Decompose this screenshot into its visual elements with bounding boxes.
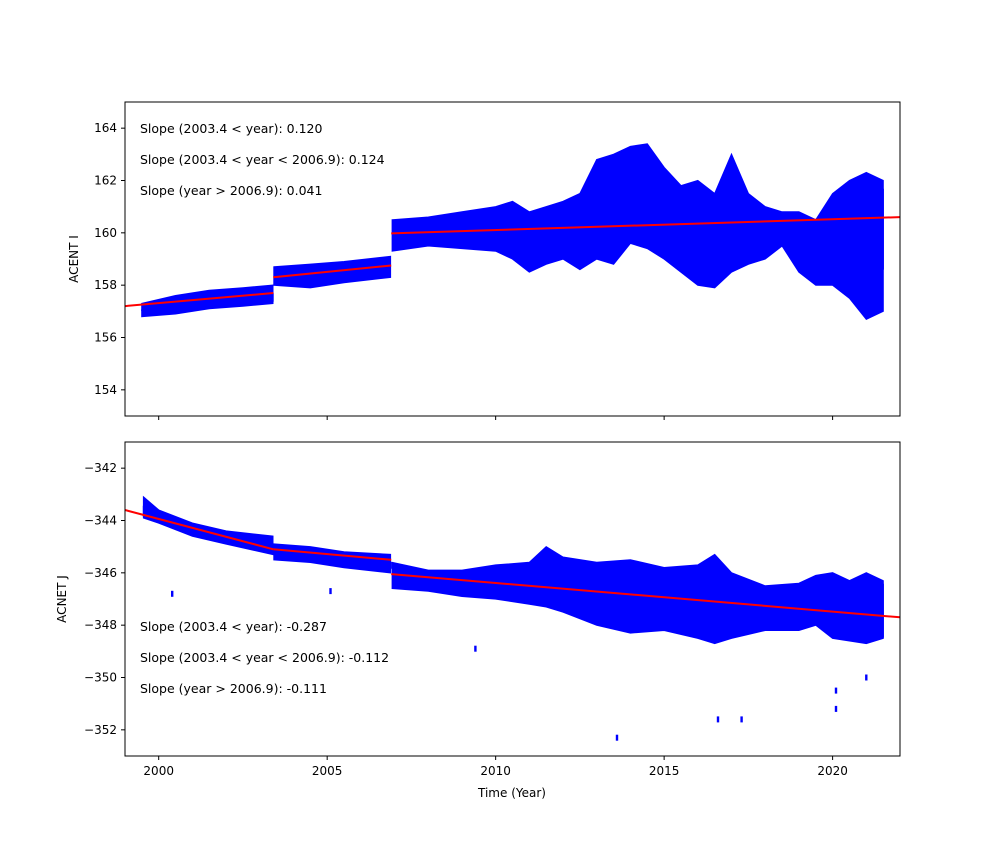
top-panel-y-tick-label-5: 164 (94, 121, 117, 135)
top-panel-y-tick-label-0: 154 (94, 383, 117, 397)
bottom-panel-x-tick-label-1: 2005 (312, 764, 343, 778)
bottom-panel-outlier-0 (171, 590, 174, 597)
top-panel-annotation-3: Slope (year > 2006.9): 0.041 (140, 183, 322, 198)
bottom-panel-y-tick-label-5: −342 (84, 461, 117, 475)
bottom-panel-y-tick-label-4: −344 (84, 514, 117, 528)
bottom-panel-frame (124, 441, 901, 757)
bottom-panel-fit-line-2 (391, 573, 900, 619)
bottom-panel-x-axis-label: Time (Year) (477, 786, 546, 800)
bottom-panel-y-tick-label-1: −350 (84, 671, 117, 685)
bottom-panel-x-tick-label-0: 2000 (143, 764, 174, 778)
top-panel-y-tick-label-4: 162 (94, 174, 117, 188)
top-panel-y-tick-label-1: 156 (94, 331, 117, 345)
bottom-panel-y-tick-label-3: −346 (84, 566, 117, 580)
bottom-panel-y-tick-label-0: −352 (84, 723, 117, 737)
top-panel-y-axis-label: ACENT I (67, 235, 81, 283)
bottom-panel-outlier-3 (615, 734, 619, 741)
bottom-panel-ticks: 2000 2005 2010 2015 2020 −352 −350 −348 −346 −344… (84, 461, 848, 778)
bottom-panel-x-tick-label-3: 2015 (649, 764, 680, 778)
bottom-panel-outlier-5 (740, 716, 743, 723)
top-panel-y-tick-label-2: 158 (94, 278, 117, 292)
bottom-panel-outlier-6 (834, 687, 838, 694)
bottom-panel-annotation-3: Slope (year > 2006.9): -0.111 (140, 681, 327, 696)
bottom-panel-annotation-1: Slope (2003.4 < year): -0.287 (140, 619, 327, 634)
top-panel-frame (124, 101, 901, 417)
top-panel-y-tick-label-3: 160 (94, 226, 117, 240)
top-panel: 154 156 158 160 162 164 ACENT I Slope (2003.4… (67, 101, 901, 420)
top-panel-ticks: 154 156 158 160 162 164 (94, 121, 834, 420)
bottom-panel-y-tick-label-2: −348 (84, 618, 117, 632)
top-panel-fit-line-2 (391, 216, 900, 235)
bottom-panel-outlier-1 (329, 588, 332, 595)
top-panel-annotation-1: Slope (2003.4 < year): 0.120 (140, 121, 322, 136)
bottom-panel-fit-line-0 (125, 509, 274, 551)
bottom-panel-annotation-2: Slope (2003.4 < year < 2006.9): -0.112 (140, 650, 389, 665)
bottom-panel-y-axis-label: ACNET J (55, 575, 69, 623)
bottom-panel-outlier-4 (716, 716, 720, 723)
bottom-panel-x-tick-label-2: 2010 (480, 764, 511, 778)
bottom-panel-outlier-8 (865, 674, 868, 681)
top-panel-marks (125, 143, 900, 320)
bottom-panel: 2000 2005 2010 2015 2020 −352 −350 −348 −346 −344… (55, 441, 901, 800)
top-panel-fit-line-0 (125, 292, 274, 308)
top-panel-annotation-2: Slope (2003.4 < year < 2006.9): 0.124 (140, 152, 385, 167)
bottom-panel-x-tick-label-4: 2020 (817, 764, 848, 778)
bottom-panel-outlier-7 (834, 705, 838, 712)
bottom-panel-marks (125, 495, 900, 741)
bottom-panel-outlier-2 (474, 645, 477, 652)
top-panel-fit-line-1 (273, 264, 392, 279)
bottom-panel-fit-line-1 (273, 548, 392, 561)
